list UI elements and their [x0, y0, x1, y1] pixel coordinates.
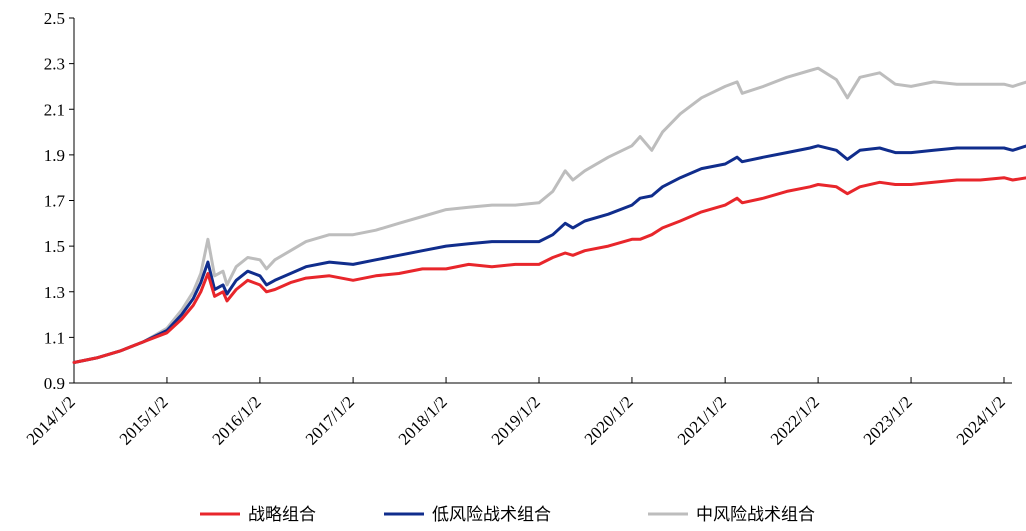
x-tick-label: 2021/1/2 — [674, 392, 730, 448]
series-line-0 — [72, 176, 1026, 364]
y-tick-label: 1.3 — [44, 283, 65, 302]
y-tick-label: 1.5 — [44, 237, 65, 256]
series-layer — [72, 66, 1026, 364]
y-tick-label: 2.5 — [44, 9, 65, 28]
series-line-1 — [72, 144, 1026, 364]
y-tick-label: 2.1 — [44, 100, 65, 119]
y-tick-label: 1.1 — [44, 328, 65, 347]
x-tick-label: 2022/1/2 — [767, 392, 823, 448]
x-tick-label: 2017/1/2 — [302, 392, 358, 448]
y-tick-label: 0.9 — [44, 374, 65, 393]
y-tick-label: 1.7 — [44, 192, 66, 211]
x-tick-label: 2019/1/2 — [488, 392, 544, 448]
legend-label-1: 低风险战术组合 — [432, 505, 551, 525]
x-tick-label: 2023/1/2 — [860, 392, 916, 448]
series-line-2 — [72, 66, 1026, 364]
legend: 战略组合 低风险战术组合 中风险战术组合 — [200, 505, 815, 525]
x-tick-label: 2018/1/2 — [395, 392, 451, 448]
legend-label-0: 战略组合 — [248, 505, 316, 525]
x-tick-label: 2015/1/2 — [116, 392, 172, 448]
x-tick-label: 2024/1/2 — [953, 392, 1009, 448]
x-tick-label: 2014/1/2 — [23, 392, 79, 448]
x-tick-label: 2016/1/2 — [209, 392, 265, 448]
legend-label-2: 中风险战术组合 — [696, 505, 815, 525]
y-tick-label: 1.9 — [44, 146, 65, 165]
x-tick-label: 2020/1/2 — [581, 392, 637, 448]
y-tick-label: 2.3 — [44, 55, 65, 74]
